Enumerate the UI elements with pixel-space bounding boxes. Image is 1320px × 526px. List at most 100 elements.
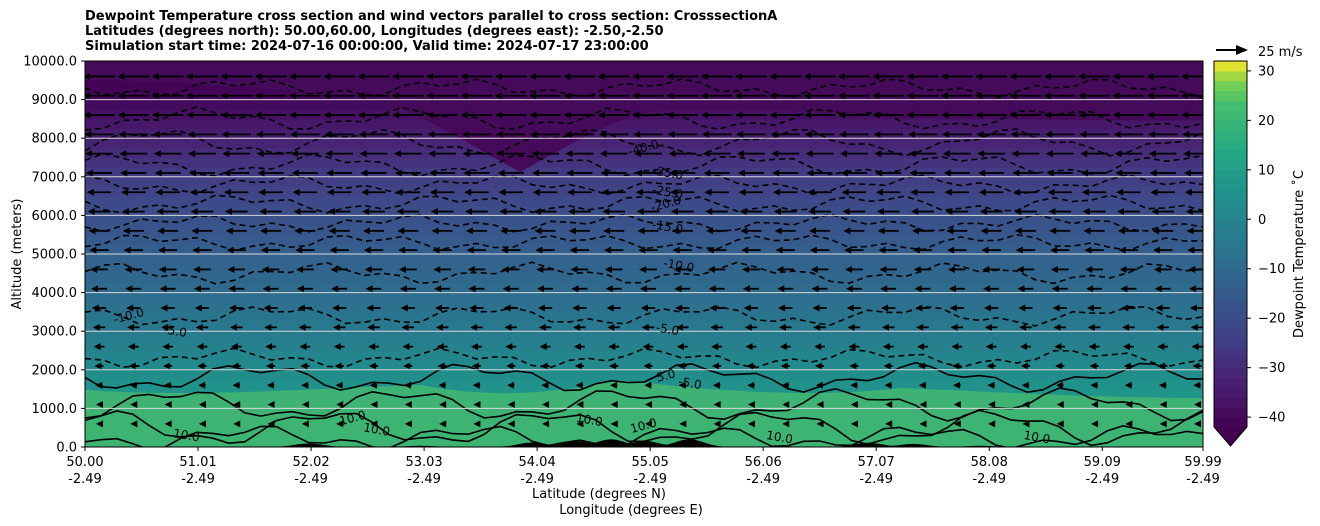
wind-vector <box>666 72 699 80</box>
x-tick-label-lat: 59.99 <box>1184 455 1221 470</box>
wind-vector <box>1181 72 1203 80</box>
wind-vector <box>708 285 725 293</box>
wind-vector <box>711 343 723 351</box>
wind-vector <box>637 227 659 235</box>
wind-vector-head <box>780 362 788 370</box>
wind-vector-head <box>919 420 927 428</box>
x-tick-label-lon: -2.49 <box>1186 472 1220 487</box>
wind-vector <box>296 265 314 273</box>
colorbar-segment <box>1214 328 1247 339</box>
wind-vector <box>809 246 830 254</box>
wind-vector-head <box>117 111 125 119</box>
wind-vector-head <box>300 362 308 370</box>
wind-vector <box>507 381 515 389</box>
wind-vector-head <box>229 323 237 331</box>
wind-vector-head <box>464 188 472 196</box>
wind-vector-head <box>404 381 412 389</box>
wind-vector-head <box>297 304 305 312</box>
contour-labels: -40.0-35.0-25.0-20.0-15.0-10.0-10.0-5.0-… <box>112 137 1051 446</box>
wind-vector-head <box>839 150 847 158</box>
wind-vector-head <box>1148 150 1156 158</box>
wind-vector <box>609 362 619 370</box>
colorbar-segment <box>1214 337 1247 349</box>
wind-vector <box>260 246 281 254</box>
wind-vector-head <box>1119 265 1127 273</box>
wind-vector <box>668 150 697 158</box>
contour-label: 5.0 <box>655 366 677 384</box>
wind-vector-head <box>1009 92 1017 100</box>
wind-vector-head <box>220 92 228 100</box>
wind-vector <box>608 343 620 351</box>
wind-vector-head <box>1122 323 1130 331</box>
wind-vector-head <box>668 150 676 158</box>
wind-vector <box>1089 362 1099 370</box>
wind-vector <box>1147 130 1178 138</box>
wind-vector-head <box>773 188 781 196</box>
wind-vector <box>706 246 727 254</box>
wind-vector-head <box>915 304 923 312</box>
wind-vector <box>301 401 309 409</box>
wind-vector-head <box>882 343 890 351</box>
wind-vector <box>1158 381 1167 389</box>
wind-vector <box>777 285 794 293</box>
wind-vector <box>640 285 656 293</box>
wind-vector <box>645 420 652 428</box>
wind-vector <box>880 285 897 293</box>
wind-vector-head <box>700 92 708 100</box>
wind-vector-head <box>230 343 238 351</box>
wind-vector <box>1014 227 1036 235</box>
wind-vector-head <box>186 111 194 119</box>
wind-vector-head <box>879 265 887 273</box>
wind-vector <box>747 420 755 428</box>
wind-vector-head <box>1047 188 1055 196</box>
wind-vector-head <box>331 285 339 293</box>
wind-vector <box>129 381 138 389</box>
wind-vector <box>330 265 349 273</box>
wind-vector <box>632 111 664 119</box>
wind-vector <box>363 246 384 254</box>
wind-vector <box>747 381 755 389</box>
wind-vector <box>812 304 827 312</box>
wind-vector-head <box>494 72 502 80</box>
wind-vector <box>1119 265 1138 273</box>
wind-vector-head <box>197 362 205 370</box>
wind-vector-head <box>198 401 206 409</box>
wind-vector-head <box>187 130 195 138</box>
wind-vector <box>776 265 795 273</box>
wind-vector-head <box>566 169 574 177</box>
wind-vector <box>538 323 552 331</box>
wind-vector <box>495 130 526 138</box>
dewpoint-band <box>85 176 1203 188</box>
x-tick-label-lat: 58.08 <box>971 455 1008 470</box>
wind-vector-head <box>952 362 960 370</box>
colorbar-segment <box>1214 318 1247 329</box>
wind-vector-head <box>1050 265 1058 273</box>
wind-vector-head <box>1186 227 1194 235</box>
wind-vector-head <box>669 169 677 177</box>
wind-vector-head <box>632 92 639 100</box>
wind-vector <box>464 188 489 196</box>
wind-vector-head <box>643 362 651 370</box>
wind-vector <box>877 227 899 235</box>
wind-vector <box>917 362 928 370</box>
wind-vector-head <box>1189 285 1197 293</box>
wind-vector-head <box>601 188 609 196</box>
wind-vector <box>333 343 345 351</box>
dewpoint-band <box>85 254 1203 265</box>
dewpoint-band <box>85 292 1203 303</box>
wind-vector-head <box>397 227 405 235</box>
wind-vector <box>460 72 493 80</box>
wind-vector <box>468 285 485 293</box>
wind-vector-head <box>1185 208 1193 216</box>
wind-vector <box>669 169 696 177</box>
wind-vector <box>233 401 241 409</box>
wind-vector <box>1019 323 1032 331</box>
wind-vector-head <box>812 304 820 312</box>
wind-vector <box>1155 304 1170 312</box>
wind-vector-head <box>808 208 816 216</box>
wind-vector-head <box>909 169 917 177</box>
wind-vector-head <box>980 227 988 235</box>
x-tick-label-lon: -2.49 <box>181 472 215 487</box>
wind-vector <box>296 285 313 293</box>
wind-vector-head <box>540 362 548 370</box>
